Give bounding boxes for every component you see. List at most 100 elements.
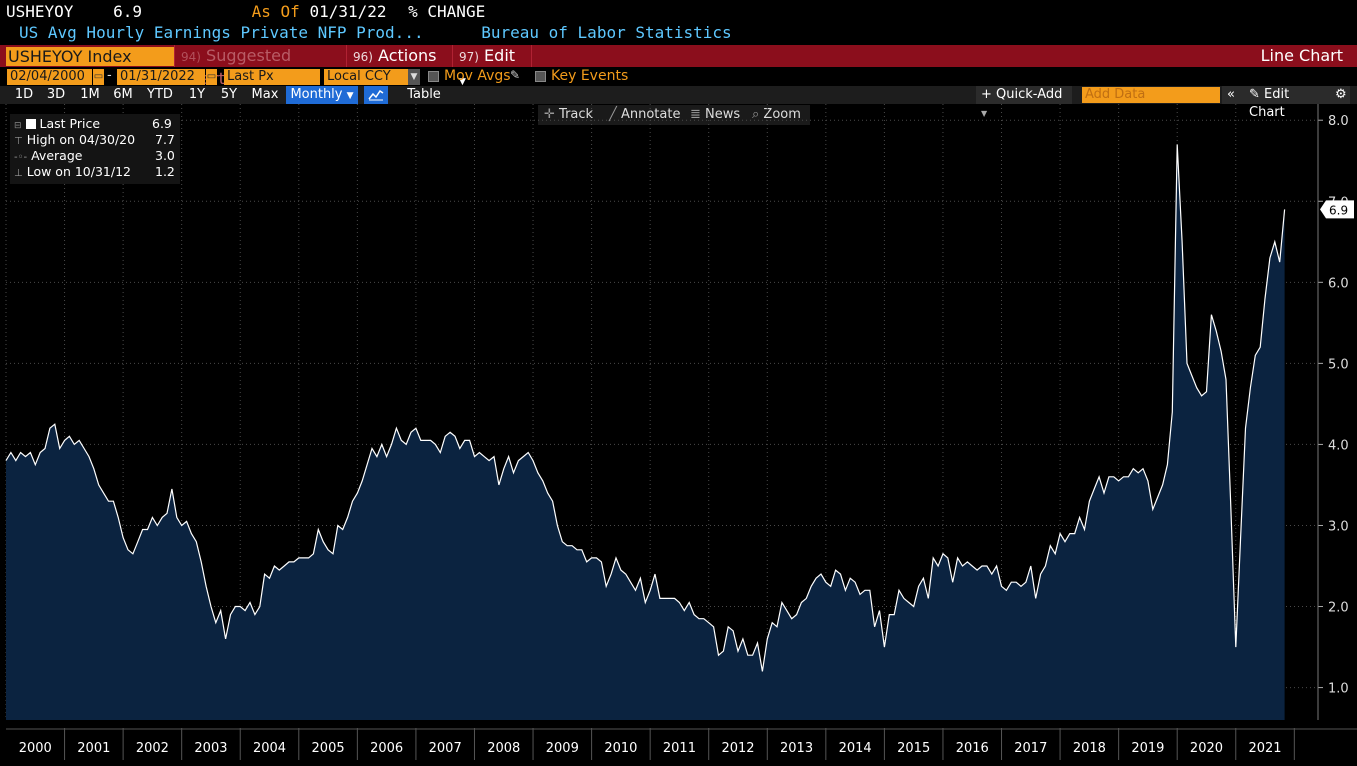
period-1m[interactable]: 1M bbox=[80, 87, 100, 102]
white-square-icon bbox=[25, 119, 36, 129]
collapse-icon[interactable]: « bbox=[1222, 86, 1244, 104]
annotate-icon: ╱ bbox=[609, 107, 617, 122]
x-tick-label: 2009 bbox=[546, 741, 579, 756]
source-text: Bureau of Labor Statistics bbox=[481, 23, 732, 42]
edit-menu[interactable]: 97) Edit ▼ bbox=[452, 45, 532, 87]
y-axis: 1.02.03.04.05.06.07.08.06.9 bbox=[1317, 104, 1354, 720]
y-tick-label: 1.0 bbox=[1328, 682, 1349, 697]
low-marker-icon: ⊥ bbox=[14, 168, 23, 179]
area-layer bbox=[5, 144, 1286, 720]
frequency-selector[interactable]: Monthly ▼ bbox=[286, 86, 358, 104]
period-max[interactable]: Max bbox=[251, 87, 279, 102]
start-date-field[interactable]: 02/04/2000 bbox=[7, 69, 92, 85]
news-label: News bbox=[705, 107, 741, 122]
plus-icon: + bbox=[981, 87, 992, 102]
x-tick-label: 2014 bbox=[839, 741, 872, 756]
chevron-down-icon: ▼ bbox=[981, 109, 988, 118]
calendar-icon[interactable]: ▭ bbox=[93, 69, 104, 85]
y-tick-label: 2.0 bbox=[1328, 601, 1349, 616]
pencil-icon[interactable]: ✎ bbox=[510, 68, 521, 82]
edit-chart-button[interactable]: ✎ Edit Chart bbox=[1244, 86, 1330, 120]
description-text: US Avg Hourly Earnings Private NFP Prod.… bbox=[19, 23, 424, 42]
legend-high-label: High on 04/30/20 bbox=[26, 132, 136, 147]
chevron-down-icon[interactable]: ▼ bbox=[408, 69, 420, 85]
news-icon: ≣ bbox=[690, 107, 701, 122]
x-axis: 2000 2001 2002 2003 2004 2005 2006 2007 2008 2009… bbox=[6, 728, 1357, 760]
legend-last-price: ⊟ Last Price bbox=[14, 116, 101, 131]
period-3d[interactable]: 3D bbox=[46, 87, 66, 102]
mov-avgs-label: Mov Avgs bbox=[444, 68, 511, 84]
legend-average: -◦- Average bbox=[14, 148, 82, 163]
security-description: US Avg Hourly Earnings Private NFP Prod.… bbox=[19, 23, 732, 42]
x-tick-label: 2021 bbox=[1248, 741, 1281, 756]
zoom-button[interactable]: ⌕ Zoom bbox=[752, 105, 801, 125]
x-tick-label: 2015 bbox=[897, 741, 930, 756]
news-button[interactable]: ≣ News bbox=[690, 105, 740, 125]
change-label: % CHANGE bbox=[408, 2, 486, 21]
x-tick-label: 2012 bbox=[721, 741, 754, 756]
x-tick-label: 2002 bbox=[136, 741, 169, 756]
as-of-label: As Of bbox=[251, 2, 300, 21]
index-box[interactable]: USHEYOY Index bbox=[6, 47, 174, 66]
x-tick-label: 2010 bbox=[604, 741, 637, 756]
x-tick-label: 2011 bbox=[663, 741, 696, 756]
x-tick-label: 2018 bbox=[1073, 741, 1106, 756]
chevron-down-icon: ▼ bbox=[459, 77, 466, 87]
period-1d[interactable]: 1D bbox=[14, 87, 34, 102]
magnifier-icon: ⌕ bbox=[752, 107, 760, 122]
crosshair-icon: ✛ bbox=[544, 107, 555, 122]
last-value-label: 6.9 bbox=[1329, 203, 1348, 217]
field-selector[interactable]: Last Px bbox=[224, 69, 320, 85]
calendar-icon[interactable]: ▭ bbox=[206, 69, 217, 85]
chart-type-label: Line Chart bbox=[1260, 46, 1343, 65]
x-tick-label: 2007 bbox=[429, 741, 462, 756]
edit-number: 97) bbox=[459, 50, 479, 64]
x-tick-label: 2005 bbox=[312, 741, 345, 756]
x-tick-label: 2020 bbox=[1190, 741, 1223, 756]
x-tick-label: 2000 bbox=[19, 741, 52, 756]
function-bar bbox=[0, 45, 1357, 67]
as-of-date: 01/31/22 bbox=[309, 2, 387, 21]
chevron-down-icon: ▼ bbox=[346, 91, 354, 101]
add-data-input[interactable]: Add Data bbox=[1082, 87, 1220, 103]
legend-low-value: 1.2 bbox=[155, 164, 175, 179]
annotate-button[interactable]: ╱ Annotate bbox=[609, 105, 680, 125]
table-button[interactable]: Table bbox=[407, 87, 441, 102]
period-1y[interactable]: 1Y bbox=[188, 87, 206, 102]
y-tick-label: 4.0 bbox=[1328, 438, 1349, 453]
track-button[interactable]: ✛ Track bbox=[544, 105, 593, 125]
line-chart-icon[interactable] bbox=[364, 86, 388, 104]
quick-add-label: Quick-Add bbox=[996, 87, 1063, 102]
suggested-number: 94) bbox=[181, 50, 201, 64]
frequency-label: Monthly bbox=[290, 87, 343, 102]
x-tick-label: 2006 bbox=[370, 741, 403, 756]
key-events-checkbox[interactable] bbox=[535, 71, 546, 82]
ticker-value: 6.9 bbox=[113, 2, 142, 21]
high-marker-icon: ⊤ bbox=[14, 136, 23, 147]
end-date-field[interactable]: 01/31/2022 bbox=[117, 69, 205, 85]
actions-number: 96) bbox=[353, 50, 373, 64]
edit-label: Edit bbox=[484, 46, 516, 65]
y-tick-label: 3.0 bbox=[1328, 519, 1349, 534]
quick-add-button[interactable]: + Quick-Add ▼ bbox=[976, 86, 1072, 118]
period-5y[interactable]: 5Y bbox=[220, 87, 238, 102]
y-tick-label: 8.0 bbox=[1328, 114, 1349, 129]
x-tick-label: 2019 bbox=[1131, 741, 1164, 756]
currency-selector[interactable]: Local CCY bbox=[324, 69, 408, 85]
legend-last-price-value: 6.9 bbox=[152, 116, 172, 131]
track-label: Track bbox=[559, 107, 594, 122]
period-ytd[interactable]: YTD bbox=[147, 87, 173, 102]
legend-high: ⊤ High on 04/30/20 bbox=[14, 132, 135, 147]
gear-icon[interactable]: ⚙ bbox=[1330, 86, 1350, 104]
x-tick-label: 2008 bbox=[487, 741, 520, 756]
legend-last-price-label: Last Price bbox=[39, 116, 101, 131]
actions-label: Actions bbox=[378, 46, 437, 65]
period-6m[interactable]: 6M bbox=[113, 87, 133, 102]
legend-average-value: 3.0 bbox=[155, 148, 175, 163]
pencil-icon: ✎ bbox=[1249, 87, 1260, 102]
actions-menu[interactable]: 96) Actions ▼ bbox=[346, 45, 452, 87]
x-tick-label: 2016 bbox=[956, 741, 989, 756]
series-area bbox=[6, 144, 1285, 720]
mov-avgs-checkbox[interactable] bbox=[428, 71, 439, 82]
